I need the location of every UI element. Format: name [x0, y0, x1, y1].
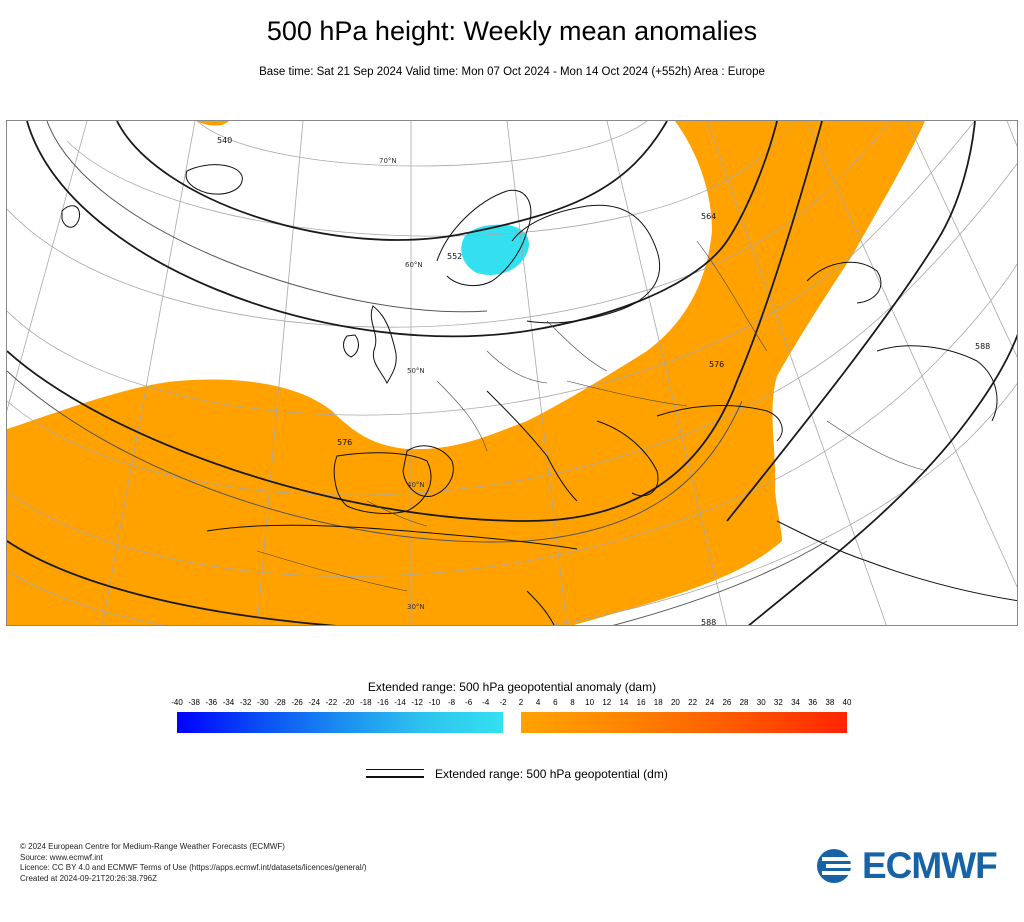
legend-tick-label: -32 — [239, 698, 252, 707]
graticule-parallels — [7, 121, 1017, 625]
legend-ticks: -40 -38 -36 -34 -32 -30 -28 -26 -24 -22 -20 -18 -16-… — [0, 698, 1024, 710]
legend-tick-label: 36 — [808, 698, 818, 707]
legend-title: Extended range: 500 hPa geopotential ano… — [367, 680, 657, 694]
contour-label-552: 552 — [447, 252, 462, 261]
footer-source: Source: www.ecmwf.int — [20, 852, 103, 862]
latitude-label-group: 70°N 60°N 50°N 40°N 30°N — [379, 157, 425, 611]
contour-label-540: 540 — [217, 136, 232, 145]
chart-subtitle: Base time: Sat 21 Sep 2024 Valid time: M… — [259, 66, 765, 78]
contour-line-key-label: Extended range: 500 hPa geopotential (dm… — [435, 767, 668, 781]
legend-tick-label: -24 — [308, 698, 321, 707]
contour-line-key — [366, 768, 424, 778]
ecmwf-logo-text: ECMWF — [862, 845, 998, 886]
legend-tick-label: 40 — [842, 698, 852, 707]
ecmwf-logo: ECMWF — [812, 846, 1007, 886]
contour-label-group: 540 552 564 576 576 588 588 — [217, 136, 990, 626]
legend-tick-label: -16 — [377, 698, 389, 707]
latitude-label-70: 70°N — [379, 157, 397, 165]
footer-created: Created at 2024-09-21T20:26:38.796Z — [20, 873, 157, 883]
legend-tick-label: 4 — [535, 698, 541, 707]
legend-tick-label: -34 — [222, 698, 235, 707]
chart-title: 500 hPa height: Weekly mean anomalies — [266, 16, 758, 46]
contour-label-588-south: 588 — [701, 618, 716, 626]
latitude-label-30: 30°N — [407, 603, 425, 611]
legend-tick-label: 28 — [739, 698, 749, 707]
contour-label-588-east: 588 — [975, 342, 990, 351]
legend-tick-label: 14 — [619, 698, 629, 707]
legend-tick-label: -6 — [465, 698, 473, 707]
positive-anomaly-area-north — [197, 121, 229, 126]
graticule-meridians — [7, 121, 1017, 625]
legend-tick-label: -14 — [394, 698, 406, 707]
legend-tick-label: -22 — [325, 698, 338, 707]
legend-bar-positive — [521, 712, 847, 733]
latitude-label-40: 40°N — [407, 481, 425, 489]
legend-tick-label: 30 — [756, 698, 766, 707]
ecmwf-logo-icon — [817, 849, 858, 883]
legend-tick-label: -28 — [274, 698, 286, 707]
legend-bar-negative — [177, 712, 503, 733]
contour-label-576-west: 576 — [337, 438, 352, 447]
geopotential-contours — [7, 121, 1017, 625]
legend-tick-label: -12 — [411, 698, 423, 707]
legend-tick-label: -36 — [205, 698, 218, 707]
legend-tick-label: -38 — [188, 698, 200, 707]
legend-tick-label: -4 — [482, 698, 490, 707]
legend-tick-label: 20 — [670, 698, 680, 707]
legend-tick-label: -10 — [428, 698, 441, 707]
country-borders — [256, 240, 928, 592]
legend-tick-label: 34 — [791, 698, 800, 707]
negative-anomaly-area — [461, 224, 529, 275]
geopotential-contours-thin — [7, 121, 828, 625]
legend-tick-label: -26 — [291, 698, 303, 707]
europe-map: 540 552 564 576 576 588 588 70°N 60°N 50… — [7, 121, 1017, 626]
footer-licence: Licence: CC BY 4.0 and ECMWF Terms of Us… — [20, 863, 367, 872]
latitude-label-60: 60°N — [405, 261, 423, 269]
legend-tick-label: 10 — [585, 698, 595, 707]
legend-tick-label: -8 — [447, 698, 456, 707]
footer-copyright: © 2024 European Centre for Medium-Range … — [20, 842, 285, 851]
legend-tick-label: -18 — [359, 698, 372, 707]
map-panel: 540 552 564 576 576 588 588 70°N 60°N 50… — [6, 120, 1018, 626]
legend-tick-label: -20 — [342, 698, 355, 707]
contour-label-564: 564 — [701, 212, 716, 221]
latitude-label-50: 50°N — [407, 367, 425, 375]
legend-tick-label: 2 — [518, 698, 524, 707]
coastlines — [61, 164, 1017, 625]
legend-tick-label: -40 — [171, 698, 183, 707]
legend-tick-label: 12 — [602, 698, 612, 707]
legend-tick-label: 22 — [688, 698, 698, 707]
legend-tick-label: 32 — [773, 698, 783, 707]
legend-tick-label: -2 — [499, 698, 507, 707]
legend-tick-label: -30 — [257, 698, 269, 707]
contour-label-576-east: 576 — [709, 360, 724, 369]
legend-tick-label: 8 — [570, 698, 575, 707]
footer: © 2024 European Centre for Medium-Range … — [20, 842, 367, 884]
legend-tick-label: 38 — [825, 698, 835, 707]
legend-tick-label: 6 — [553, 698, 558, 707]
legend-tick-label: 26 — [722, 698, 732, 707]
legend-tick-label: 18 — [653, 698, 663, 707]
legend-tick-label: 24 — [705, 698, 715, 707]
legend-tick-label: 16 — [636, 698, 646, 707]
positive-anomaly-area — [7, 121, 925, 625]
